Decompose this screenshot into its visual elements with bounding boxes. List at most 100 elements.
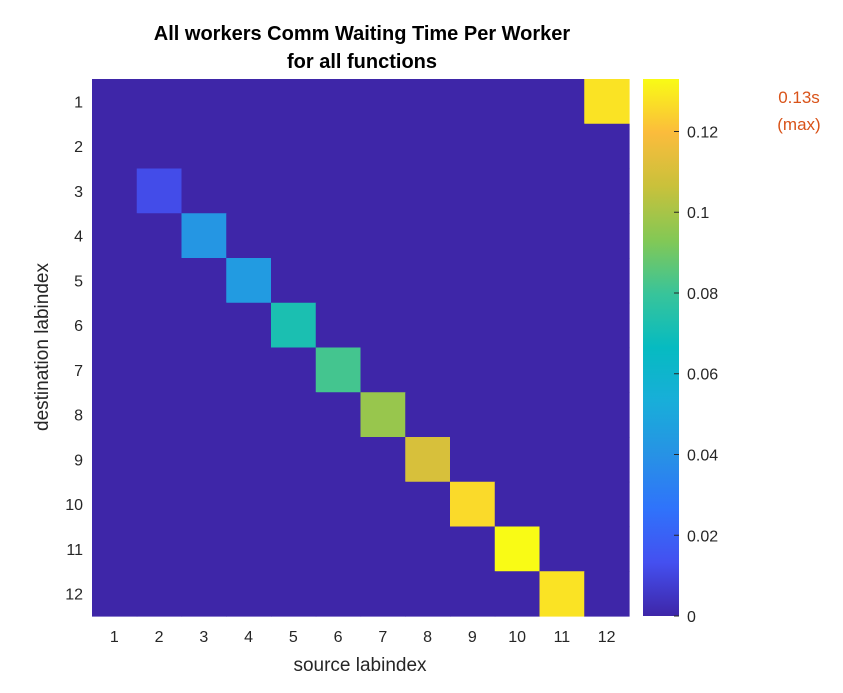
colorbar-tick-label: 0.12 (687, 124, 718, 141)
heatmap-cell (494, 258, 541, 304)
heatmap-cell (315, 258, 362, 304)
heatmap-cell (405, 79, 451, 125)
heatmap-cell (271, 481, 317, 528)
heatmap-cell (92, 571, 138, 617)
colorbar-ticks: 0 0.02 0.04 0.06 0.08 0.1 0.12 (674, 124, 718, 626)
heatmap-cell (450, 347, 496, 393)
heatmap-cell (136, 392, 183, 438)
heatmap-cell (405, 123, 451, 170)
heatmap-cell (584, 437, 630, 483)
y-tick-label: 6 (74, 318, 83, 335)
heatmap-cell (450, 481, 496, 528)
heatmap-cell (360, 213, 406, 259)
heatmap-cell (360, 79, 406, 125)
heatmap-cell (181, 526, 227, 572)
heatmap-cell (360, 258, 406, 304)
heatmap-cell (136, 571, 183, 617)
heatmap-cell (450, 437, 496, 483)
x-axis-label: source labindex (293, 655, 427, 676)
heatmap-cell (271, 302, 317, 349)
heatmap-cell (92, 392, 138, 438)
colorbar-tick-label: 0.1 (687, 205, 709, 222)
heatmap-cell (226, 123, 272, 170)
heatmap-cell (494, 392, 541, 438)
heatmap-cells (92, 79, 630, 617)
heatmap-cell (136, 437, 183, 483)
colorbar-tick-label: 0.08 (687, 286, 718, 303)
colorbar-tick-label: 0.06 (687, 367, 718, 384)
y-tick-label: 7 (74, 363, 83, 380)
heatmap-cell (539, 168, 585, 214)
heatmap-cell (539, 302, 585, 349)
heatmap-cell (271, 79, 317, 125)
heatmap-cell (539, 123, 585, 170)
heatmap-cell (539, 258, 585, 304)
heatmap-cell (136, 526, 183, 572)
heatmap-cell (226, 302, 272, 349)
heatmap-cell (271, 258, 317, 304)
heatmap-cell (494, 79, 541, 125)
heatmap-cell (539, 347, 585, 393)
heatmap-cell (181, 168, 227, 214)
heatmap-cell (315, 123, 362, 170)
heatmap-cell (136, 347, 183, 393)
heatmap-cell (405, 258, 451, 304)
heatmap-cell (181, 302, 227, 349)
heatmap-cell (584, 571, 630, 617)
heatmap-cell (226, 437, 272, 483)
heatmap-cell (584, 168, 630, 214)
x-tick-label: 3 (199, 629, 208, 646)
heatmap-cell (405, 392, 451, 438)
heatmap-cell (315, 302, 362, 349)
heatmap-cell (450, 79, 496, 125)
max-annotation-label: (max) (777, 115, 820, 134)
heatmap-cell (405, 571, 451, 617)
heatmap-cell (315, 168, 362, 214)
heatmap-cell (226, 526, 272, 572)
y-tick-label: 3 (74, 184, 83, 201)
heatmap-cell (539, 392, 585, 438)
x-tick-label: 12 (598, 629, 616, 646)
heatmap-cell (539, 481, 585, 528)
y-tick-label: 1 (74, 94, 83, 111)
heatmap-cell (136, 302, 183, 349)
heatmap-cell (315, 437, 362, 483)
heatmap-cell (405, 213, 451, 259)
heatmap-cell (494, 347, 541, 393)
y-tick-label: 10 (65, 497, 83, 514)
heatmap-cell (360, 526, 406, 572)
heatmap-cell (584, 213, 630, 259)
heatmap-cell (136, 79, 183, 125)
heatmap-cell (226, 258, 272, 304)
heatmap-cell (226, 168, 272, 214)
heatmap-cell (181, 213, 227, 259)
y-tick-label: 8 (74, 408, 83, 425)
x-tick-labels: 1 2 3 4 5 6 7 8 9 10 11 12 (110, 629, 616, 646)
heatmap-cell (136, 213, 183, 259)
heatmap-cell (360, 168, 406, 214)
heatmap-cell (494, 123, 541, 170)
heatmap-cell (450, 392, 496, 438)
heatmap-cell (315, 79, 362, 125)
x-tick-label: 8 (423, 629, 432, 646)
colorbar-tick-label: 0.04 (687, 448, 718, 465)
heatmap-cell (271, 571, 317, 617)
heatmap-cell (315, 481, 362, 528)
heatmap-cell (92, 302, 138, 349)
heatmap-cell (360, 123, 406, 170)
heatmap-cell (450, 123, 496, 170)
x-tick-label: 11 (554, 629, 571, 646)
heatmap-cell (181, 392, 227, 438)
heatmap-cell (539, 571, 585, 617)
chart-title-line-1: All workers Comm Waiting Time Per Worker (154, 23, 571, 45)
heatmap-cell (315, 571, 362, 617)
heatmap-cell (271, 347, 317, 393)
heatmap-cell (539, 437, 585, 483)
heatmap-cell (315, 347, 362, 393)
y-tick-label: 12 (65, 587, 83, 604)
heatmap-cell (226, 392, 272, 438)
heatmap-cell (360, 437, 406, 483)
heatmap-cell (539, 79, 585, 125)
heatmap-cell (92, 347, 138, 393)
